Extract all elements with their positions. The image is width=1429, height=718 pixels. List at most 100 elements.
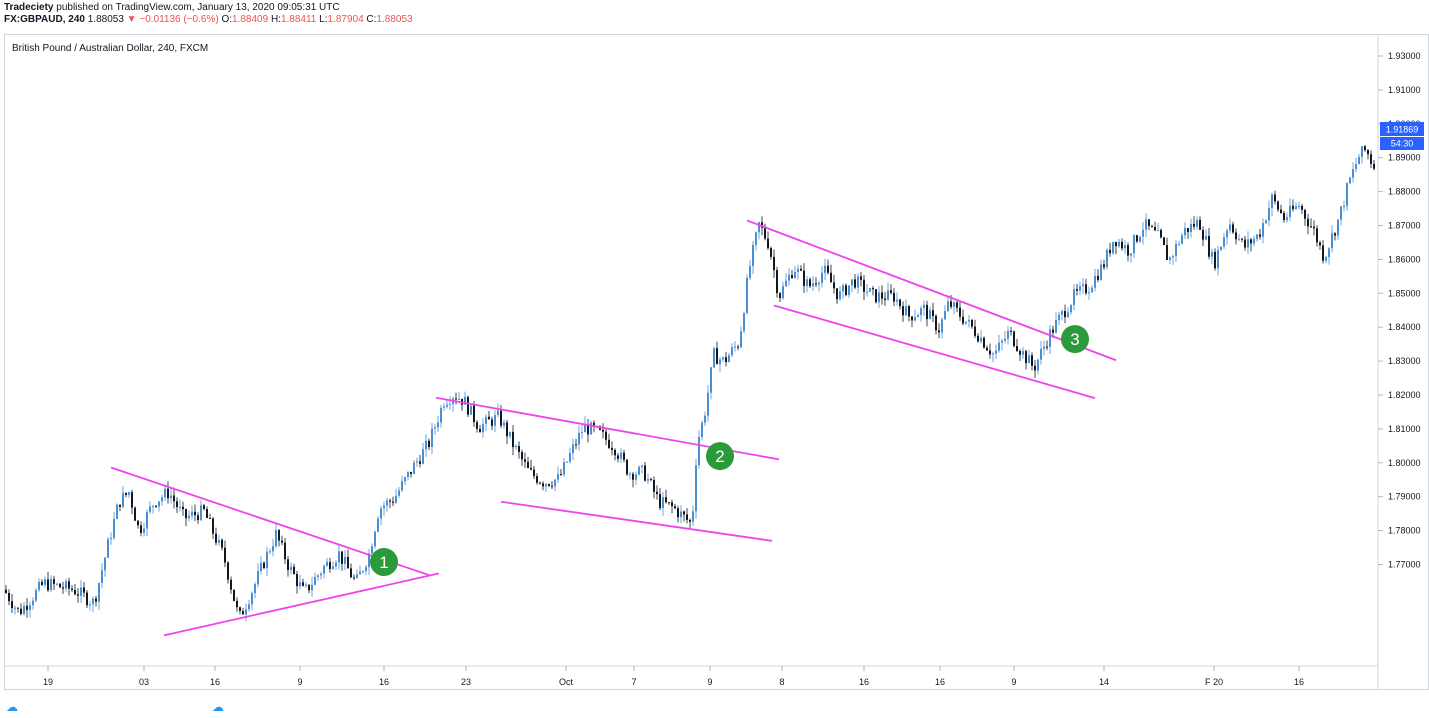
candle-body <box>362 571 364 573</box>
candle-body <box>287 559 289 570</box>
y-tick-label: 1.78000 <box>1388 526 1421 536</box>
candle-body <box>686 514 688 520</box>
candle-body <box>506 422 508 437</box>
candle-body <box>755 232 757 245</box>
candle-body <box>914 317 916 321</box>
chart-container[interactable]: British Pound / Australian Dollar, 240, … <box>4 34 1429 690</box>
candle-body <box>389 500 391 502</box>
candle-body <box>425 440 427 450</box>
candle-body <box>698 437 700 466</box>
low-value: 1.87904 <box>327 14 364 25</box>
candle-body <box>1142 229 1144 237</box>
candle-body <box>707 392 709 416</box>
trendline-triangle-lower[interactable] <box>163 572 440 637</box>
candle-body <box>575 444 577 446</box>
trendline-wedge-lower[interactable] <box>773 304 1096 399</box>
candle-body <box>1085 284 1087 294</box>
candle-body <box>830 272 832 283</box>
candle-body <box>341 551 343 564</box>
candle-body <box>485 416 487 424</box>
candle-body <box>1058 314 1060 321</box>
candle-body <box>1007 330 1009 339</box>
candle-body <box>98 582 100 602</box>
candle-body <box>644 465 646 481</box>
candle-body <box>773 256 775 271</box>
trendline-wedge-upper[interactable] <box>746 219 1117 362</box>
candle-body <box>1154 226 1156 231</box>
candle-body <box>140 525 142 533</box>
candle-body <box>1148 219 1150 227</box>
candle-body <box>665 497 667 503</box>
candle-body <box>1229 224 1231 231</box>
candle-body <box>38 581 40 591</box>
y-tick-label: 1.81000 <box>1388 424 1421 434</box>
candle-body <box>338 551 340 563</box>
x-tick-label: 16 <box>379 677 389 687</box>
candle-body <box>398 490 400 496</box>
x-tick-label: F 20 <box>1205 677 1223 687</box>
candle-body <box>455 398 457 400</box>
time-axis[interactable]: 19 03 16 9 16 23 Oct 7 9 8 16 16 9 14 F 20 16 <box>43 666 1304 687</box>
candle-body <box>794 271 796 278</box>
candle-body <box>1280 209 1282 213</box>
candle-body <box>617 455 619 459</box>
candle-body <box>641 465 643 467</box>
candle-body <box>104 557 106 571</box>
tradingview-cloud-icon[interactable]: ☁ <box>6 700 18 714</box>
price-chart[interactable]: British Pound / Australian Dollar, 240, … <box>4 34 1429 690</box>
candle-body <box>1166 245 1168 261</box>
candle-body <box>1235 232 1237 240</box>
candle-body <box>824 265 826 273</box>
candle-body <box>851 279 853 286</box>
candle-body <box>509 431 511 437</box>
candle-body <box>125 492 127 495</box>
candle-body <box>752 244 754 267</box>
candle-body <box>722 357 724 360</box>
candle-body <box>821 272 823 283</box>
candle-body <box>968 319 970 322</box>
candle-body <box>1241 238 1243 240</box>
candle-body <box>860 276 862 280</box>
candle-body <box>377 518 379 532</box>
candle-body <box>155 505 157 507</box>
candle-body <box>998 342 1000 351</box>
candle-body <box>815 283 817 285</box>
candle-body <box>791 274 793 278</box>
candle-body <box>965 321 967 324</box>
candle-body <box>1262 223 1264 237</box>
candle-body <box>149 506 151 512</box>
y-tick-label: 1.91000 <box>1388 85 1421 95</box>
tradingview-cloud-icon[interactable]: ☁ <box>212 700 224 714</box>
y-tick-label: 1.79000 <box>1388 492 1421 502</box>
candle-body <box>764 227 766 239</box>
candle-body <box>302 582 304 586</box>
candle-body <box>311 584 313 591</box>
candle-body <box>692 511 694 522</box>
candle-body <box>95 598 97 602</box>
y-tick-label: 1.88000 <box>1388 187 1421 197</box>
candle-body <box>875 289 877 303</box>
candle-body <box>1223 237 1225 247</box>
candle-body <box>833 282 835 289</box>
candle-body <box>590 422 592 435</box>
candle-body <box>173 495 175 502</box>
trendline-channel-lower[interactable] <box>500 500 773 542</box>
candle-body <box>797 268 799 272</box>
candle-body <box>1022 351 1024 355</box>
candle-body <box>230 579 232 590</box>
y-tick-label: 1.82000 <box>1388 390 1421 400</box>
candle-body <box>359 571 361 575</box>
candle-body <box>1244 239 1246 248</box>
y-tick-label: 1.77000 <box>1388 560 1421 570</box>
candle-body <box>785 280 787 287</box>
candle-body <box>1076 289 1078 291</box>
y-tick-label: 1.84000 <box>1388 322 1421 332</box>
publish-info: Tradeciety published on TradingView.com,… <box>4 2 340 14</box>
candle-body <box>215 533 217 543</box>
candle-body <box>308 584 310 591</box>
candle-body <box>812 283 814 287</box>
publisher-name[interactable]: Tradeciety <box>4 2 54 13</box>
candle-body <box>56 583 58 585</box>
candle-body <box>776 270 778 294</box>
candle-body <box>374 531 376 547</box>
